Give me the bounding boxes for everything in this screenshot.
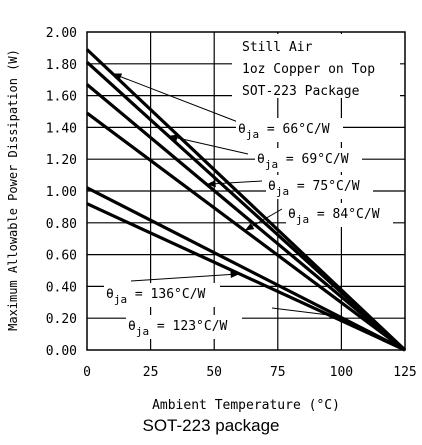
leader-arrowhead-2 xyxy=(206,180,216,188)
leader-arrowhead-0 xyxy=(112,73,123,81)
series-label-bg-2 xyxy=(266,175,373,199)
note-line-still-air: Still Air xyxy=(242,40,313,55)
series-line-2 xyxy=(85,83,407,352)
leader-line-1 xyxy=(168,135,249,155)
series-line-3 xyxy=(86,111,406,352)
y-tick-label: 1.60 xyxy=(46,90,77,105)
leader-line-0 xyxy=(112,73,239,123)
leader-arrowhead-1 xyxy=(168,134,178,142)
series-line-4 xyxy=(86,186,406,352)
y-tick-label: 0.80 xyxy=(46,217,77,232)
x-tick-label: 125 xyxy=(393,365,416,380)
condition-note: Still Air 1oz Copper on Top SOT-223 Pack… xyxy=(232,34,400,99)
series-label-3: θja = 84°C/W xyxy=(288,207,380,226)
x-tick-label: 0 xyxy=(83,365,91,380)
series-label-0: θja = 66°C/W xyxy=(238,122,330,141)
leader-arrowhead-5 xyxy=(230,271,240,279)
y-tick-label: 0.20 xyxy=(46,312,77,327)
series-label-4: θja = 123°C/W xyxy=(128,319,228,338)
leader-line-2 xyxy=(206,180,263,185)
series-label-1: θja = 69°C/W xyxy=(257,152,349,171)
series-label-bg-4 xyxy=(126,315,242,339)
y-tick-label: 1.40 xyxy=(46,121,77,136)
y-axis-label: Maximum Allowable Power Dissipation (W) xyxy=(6,49,20,331)
note-line-copper: 1oz Copper on Top xyxy=(242,62,375,77)
y-tick-label: 1.00 xyxy=(46,185,77,200)
series-lines xyxy=(85,48,407,352)
series-line-5 xyxy=(86,202,406,352)
figure-caption: SOT-223 package xyxy=(142,416,280,435)
note-line-package: SOT-223 Package xyxy=(242,84,360,99)
y-tick-label: 0.40 xyxy=(46,280,77,295)
series-label-bg-5 xyxy=(104,283,220,307)
series-label-bg-0 xyxy=(236,118,343,142)
series-label-5: θja = 136°C/W xyxy=(106,287,206,306)
power-derating-chart: 0 25 50 75 100 125 0.00 0.20 0.40 0.60 0.80 1.00 1.2… xyxy=(6,26,417,413)
tick-labels: 0 25 50 75 100 125 0.00 0.20 0.40 0.60 0.80 1.00 1.2… xyxy=(46,26,417,380)
y-tick-label: 1.80 xyxy=(46,58,77,73)
x-axis-label: Ambient Temperature (°C) xyxy=(152,398,340,413)
leader-arrowhead-4 xyxy=(329,311,339,319)
leader-line-4 xyxy=(271,307,339,317)
y-tick-label: 0.00 xyxy=(46,344,77,359)
y-tick-label: 1.20 xyxy=(46,153,77,168)
y-tick-label: 2.00 xyxy=(46,26,77,41)
leader-arrowhead-3 xyxy=(244,223,255,231)
plot-frame xyxy=(86,31,406,351)
x-tick-label: 75 xyxy=(270,365,286,380)
series-label-bg-3 xyxy=(286,203,393,227)
x-tick-label: 50 xyxy=(206,365,222,380)
x-tick-label: 100 xyxy=(330,365,353,380)
series-label-bg-1 xyxy=(255,148,362,172)
series-label-2: θja = 75°C/W xyxy=(268,179,360,198)
x-tick-label: 25 xyxy=(143,365,159,380)
y-tick-label: 0.60 xyxy=(46,249,77,264)
series-labels: θja = 66°C/W θja = 69°C/W θja = 75°C/W θja … xyxy=(104,73,393,339)
leader-line-5 xyxy=(130,273,240,282)
series-line-1 xyxy=(85,61,407,352)
